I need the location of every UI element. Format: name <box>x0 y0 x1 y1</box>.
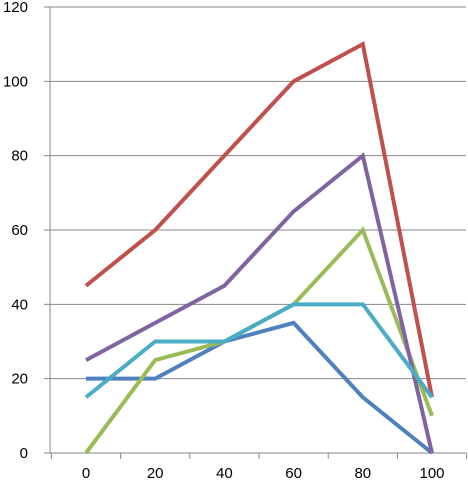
x-axis-tick-labels: 0 20 40 60 80 100 <box>82 465 445 482</box>
series-line-5 <box>84 302 434 399</box>
x-tick-label: 0 <box>82 465 90 482</box>
y-tick-label: 60 <box>11 222 28 239</box>
series-lines <box>84 41 434 455</box>
y-tick-label: 80 <box>11 148 28 165</box>
series-line-3 <box>84 226 434 455</box>
series-line-4 <box>85 152 434 454</box>
axes <box>44 6 468 459</box>
y-tick-label: 120 <box>3 0 28 16</box>
series-line-1 <box>86 320 434 455</box>
x-tick-label: 80 <box>354 465 371 482</box>
x-tick-label: 40 <box>216 465 233 482</box>
y-axis-tick-labels: 0 20 40 60 80 100 120 <box>3 0 28 462</box>
x-tick-label: 100 <box>419 465 444 482</box>
series-line-2 <box>84 41 434 398</box>
y-tick-label: 20 <box>11 371 28 388</box>
y-tick-label: 100 <box>3 73 28 90</box>
x-tick-label: 20 <box>147 465 164 482</box>
x-tick-label: 60 <box>285 465 302 482</box>
grid-lines <box>50 6 466 380</box>
y-tick-label: 40 <box>11 296 28 313</box>
y-tick-label: 0 <box>20 445 28 462</box>
